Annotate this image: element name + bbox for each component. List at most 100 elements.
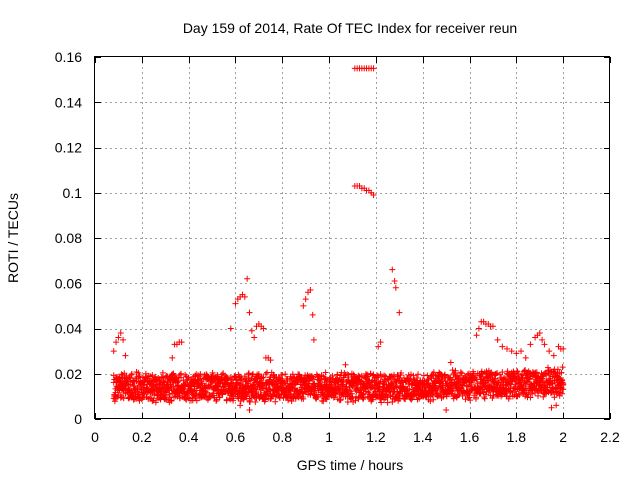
y-tick-label: 0.1 (63, 185, 83, 201)
data-point (475, 325, 482, 332)
data-point (329, 372, 336, 379)
x-tick-label: 1.8 (507, 429, 527, 445)
data-point (462, 396, 469, 403)
data-point (560, 380, 567, 387)
data-point (406, 375, 413, 382)
data-point (337, 396, 344, 403)
x-tick-label: 0.4 (179, 429, 199, 445)
data-point (219, 391, 226, 398)
data-point (128, 371, 135, 378)
data-point (559, 364, 566, 371)
data-point (464, 371, 471, 378)
data-point (260, 325, 267, 332)
x-tick-label: 0.8 (273, 429, 293, 445)
y-tick-label: 0.12 (55, 140, 82, 156)
data-point (213, 398, 220, 405)
data-point (550, 352, 557, 359)
data-point (466, 394, 473, 401)
data-point (388, 379, 395, 386)
data-point (385, 377, 392, 384)
data-point (252, 398, 259, 405)
plot-frame (94, 56, 610, 419)
data-point (216, 394, 223, 401)
data-point (508, 348, 515, 355)
data-point (307, 287, 314, 294)
data-point (396, 309, 403, 316)
data-point (136, 373, 143, 380)
data-point (272, 398, 279, 405)
data-point (348, 390, 355, 397)
data-point (309, 311, 316, 318)
data-point (169, 354, 176, 361)
data-point (458, 370, 465, 377)
data-point (553, 402, 560, 409)
y-tick-labels: 0 0.02 0.04 0.06 0.08 0.1 0.12 0.14 0.16 (55, 49, 82, 427)
y-tick-label: 0.14 (55, 94, 82, 110)
data-point (525, 376, 532, 383)
data-point (384, 399, 391, 406)
data-point (214, 373, 221, 380)
data-point (544, 386, 551, 393)
data-point (507, 384, 514, 391)
data-point (452, 367, 459, 374)
data-point (447, 359, 454, 366)
data-point (135, 369, 142, 376)
data-point (443, 406, 450, 413)
data-point (113, 339, 120, 346)
x-tick-label: 0.6 (226, 429, 246, 445)
data-point (392, 284, 399, 291)
data-point (410, 372, 417, 379)
data-point (117, 330, 124, 337)
data-point (232, 300, 239, 307)
data-point (477, 390, 484, 397)
data-point (310, 336, 317, 343)
data-point (427, 398, 434, 405)
data-point (110, 348, 117, 355)
data-point (230, 397, 237, 404)
data-points (110, 65, 567, 413)
data-point (349, 394, 356, 401)
data-point (175, 381, 182, 388)
data-point (170, 370, 177, 377)
data-point (521, 367, 528, 374)
data-point (459, 392, 466, 399)
data-point (499, 369, 506, 376)
data-point (360, 392, 367, 399)
data-point (377, 339, 384, 346)
data-point (369, 396, 376, 403)
data-point (491, 376, 498, 383)
x-tick-labels: 0 0.2 0.4 0.6 0.8 1 1.2 1.4 1.6 1.8 2 2.2 (91, 429, 620, 445)
data-point (300, 302, 307, 309)
data-point (185, 394, 192, 401)
data-point (398, 369, 405, 376)
data-point (246, 309, 253, 316)
data-point (527, 341, 534, 348)
data-point (244, 275, 251, 282)
data-point (449, 388, 456, 395)
data-point (178, 339, 185, 346)
data-point (115, 334, 122, 341)
x-tick-label: 2 (559, 429, 567, 445)
x-tick-label: 0 (91, 429, 99, 445)
data-point (518, 348, 525, 355)
data-point (160, 378, 167, 385)
data-point (111, 398, 118, 405)
data-point (413, 374, 420, 381)
data-point (494, 336, 501, 343)
data-point (314, 393, 321, 400)
data-point (522, 354, 529, 361)
data-point (456, 381, 463, 388)
data-point (360, 394, 367, 401)
data-point (348, 395, 355, 402)
data-point (559, 390, 566, 397)
data-point (241, 293, 248, 300)
data-point (176, 371, 183, 378)
data-point (289, 371, 296, 378)
data-point (476, 385, 483, 392)
data-point (535, 392, 542, 399)
y-tick-label: 0.06 (55, 275, 82, 291)
data-point (227, 325, 234, 332)
data-point (276, 394, 283, 401)
data-point (159, 369, 166, 376)
data-point (559, 376, 566, 383)
